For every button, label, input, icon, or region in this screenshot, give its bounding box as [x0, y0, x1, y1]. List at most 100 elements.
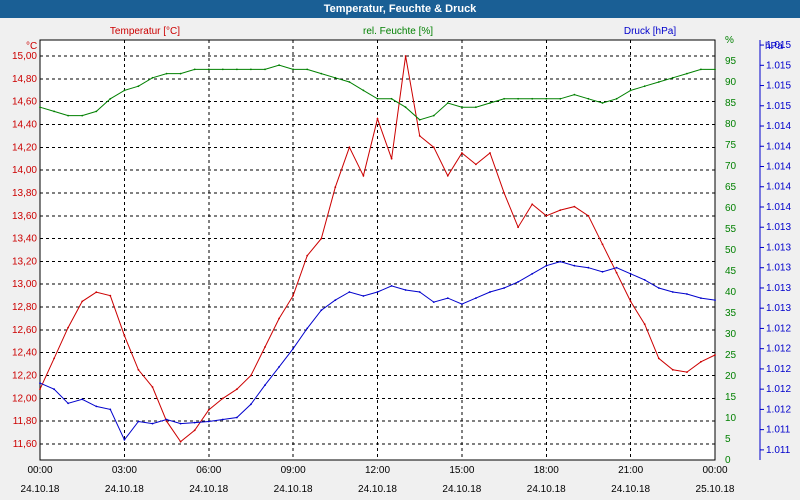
data-point — [615, 97, 618, 100]
axes: 11,60 11,80 12,00 12,20 12,40 12,60 12,80 13,00… — [12, 26, 791, 495]
data-point — [81, 114, 84, 117]
data-point — [629, 300, 632, 303]
data-point — [137, 420, 140, 423]
left-tick-label: 13,60 — [12, 211, 37, 222]
data-point — [461, 303, 463, 305]
data-point — [179, 72, 182, 75]
data-point — [714, 354, 716, 356]
data-point — [531, 203, 534, 206]
pressure-tick-label: 1.014 — [766, 162, 791, 173]
data-point — [39, 382, 41, 384]
humidity-tick-label: 10 — [725, 413, 737, 424]
data-point — [587, 266, 590, 269]
data-point — [461, 152, 463, 154]
data-point — [390, 97, 393, 100]
left-tick-label: 12,20 — [12, 371, 37, 382]
data-point — [221, 418, 224, 421]
data-point — [221, 397, 224, 400]
legend-entry: Druck [hPa] — [624, 26, 676, 37]
data-point — [207, 408, 210, 411]
data-point — [95, 291, 98, 294]
data-point — [643, 85, 646, 88]
humidity-tick-label: 85 — [725, 98, 737, 109]
x-tick-date: 24.10.18 — [274, 484, 313, 495]
data-point — [151, 386, 154, 388]
x-tick-date: 24.10.18 — [105, 484, 144, 495]
pressure-tick-label: 1.012 — [766, 344, 791, 355]
humidity-tick-label: 45 — [725, 266, 737, 277]
x-tick-time: 00:00 — [702, 465, 727, 476]
data-point — [545, 264, 548, 267]
data-point — [657, 357, 660, 360]
humidity-tick-label: 80 — [725, 119, 737, 130]
data-point — [306, 327, 309, 330]
left-tick-label: 13,00 — [12, 279, 37, 290]
data-point — [151, 422, 154, 425]
x-tick-time: 03:00 — [112, 465, 137, 476]
data-point — [306, 68, 309, 71]
humidity-tick-label: 35 — [725, 308, 737, 319]
data-point — [461, 106, 463, 109]
data-point — [362, 295, 365, 297]
data-point — [53, 357, 55, 360]
data-point — [109, 97, 112, 100]
humidity-tick-label: 70 — [725, 161, 737, 172]
left-tick-label: 13,40 — [12, 234, 37, 245]
data-point — [53, 110, 55, 113]
data-point — [278, 64, 280, 67]
pressure-tick-label: 1.013 — [766, 242, 791, 253]
x-tick-time: 15:00 — [449, 465, 474, 476]
x-tick-date: 24.10.18 — [189, 484, 228, 495]
data-point — [53, 388, 55, 391]
data-point — [236, 388, 238, 391]
data-point — [517, 281, 519, 283]
left-tick-label: 12,60 — [12, 325, 37, 336]
pressure-tick-label: 1.014 — [766, 182, 791, 193]
humidity-tick-label: 20 — [725, 371, 737, 382]
data-point — [221, 68, 224, 71]
data-point — [123, 89, 126, 92]
pressure-tick-label: 1.011 — [766, 425, 791, 436]
left-tick-label: 13,20 — [12, 256, 37, 267]
data-point — [559, 260, 562, 263]
window-title: Temperatur, Feuchte & Druck — [0, 0, 800, 18]
data-point — [165, 72, 168, 75]
pressure-tick-label: 1.014 — [766, 121, 791, 132]
pressure-tick-label: 1.014 — [766, 141, 791, 152]
data-point — [334, 76, 337, 79]
pressure-tick-label: 1.015 — [766, 81, 791, 92]
data-point — [109, 408, 112, 411]
data-point — [489, 291, 491, 293]
data-point — [376, 291, 379, 293]
data-point — [517, 97, 519, 100]
data-point — [404, 55, 407, 57]
humidity-tick-label: 0 — [725, 455, 731, 466]
humidity-tick-label: 30 — [725, 329, 737, 340]
data-point — [573, 93, 576, 96]
data-point — [151, 76, 154, 79]
data-point — [236, 416, 238, 419]
data-point — [292, 347, 294, 350]
data-point — [587, 97, 590, 100]
data-point — [714, 299, 716, 301]
data-point — [446, 102, 449, 104]
data-point — [475, 297, 477, 299]
data-point — [81, 398, 84, 401]
data-point — [348, 291, 351, 293]
left-tick-label: 12,00 — [12, 393, 37, 404]
humidity-tick-label: 50 — [725, 245, 737, 256]
data-point — [250, 403, 252, 406]
pressure-tick-label: 1.013 — [766, 222, 791, 233]
data-point — [390, 157, 393, 160]
data-point — [559, 209, 562, 212]
x-tick-date: 24.10.18 — [611, 484, 650, 495]
data-point — [503, 97, 505, 100]
data-point — [404, 106, 407, 109]
left-tick-label: 11,80 — [13, 416, 38, 427]
data-point — [109, 294, 112, 297]
data-point — [95, 405, 98, 408]
humidity-tick-label: 40 — [725, 287, 737, 298]
data-point — [475, 106, 477, 109]
data-point — [376, 97, 379, 100]
